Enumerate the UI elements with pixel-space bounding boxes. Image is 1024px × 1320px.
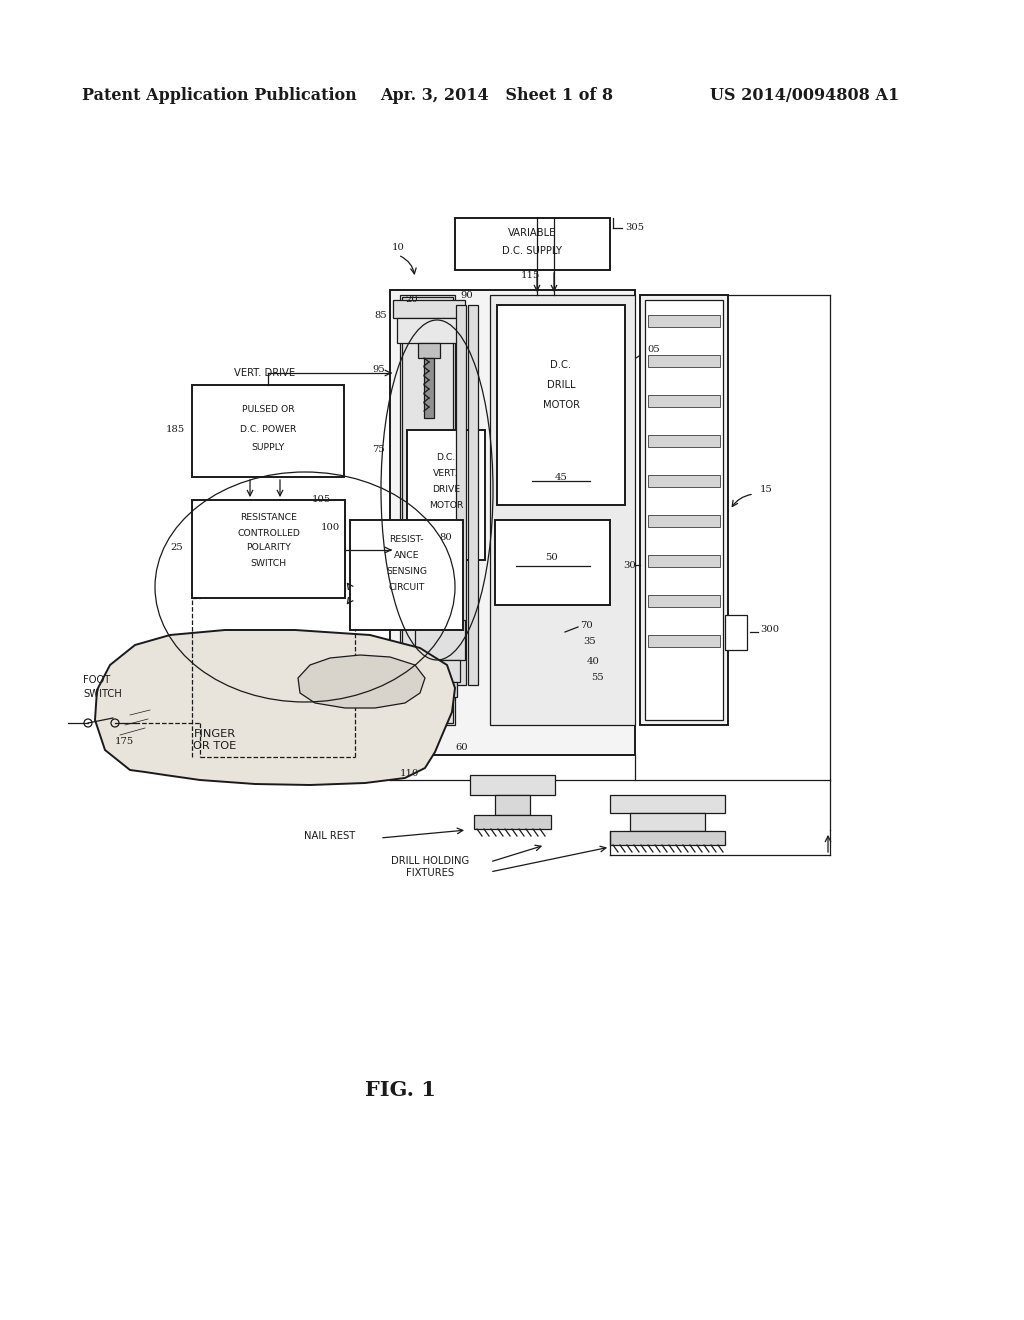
Bar [424, 358, 434, 418]
Text: FIG. 1: FIG. 1 [365, 1080, 435, 1100]
Text: 45: 45 [555, 473, 567, 482]
Text: D.C. SUPPLY: D.C. SUPPLY [503, 246, 562, 256]
Text: 105: 105 [312, 495, 331, 504]
Bar [648, 436, 720, 447]
Text: FINGER
OR TOE: FINGER OR TOE [194, 729, 237, 751]
Text: MOTOR: MOTOR [543, 400, 580, 411]
Bar [470, 775, 555, 795]
Bar [456, 305, 466, 685]
Text: ANCE: ANCE [394, 552, 419, 561]
Text: 70: 70 [580, 620, 593, 630]
Bar [407, 430, 485, 560]
Text: 75: 75 [373, 446, 385, 454]
Bar [390, 290, 635, 755]
Bar [418, 343, 440, 358]
Text: VERT. DRIVE: VERT. DRIVE [234, 368, 296, 378]
Bar [455, 218, 610, 271]
Text: DRILL: DRILL [547, 380, 575, 389]
Text: 15: 15 [760, 486, 773, 495]
Text: Patent Application Publication: Patent Application Publication [82, 87, 356, 103]
Text: 110: 110 [400, 768, 420, 777]
Text: 300: 300 [760, 626, 779, 635]
Bar [610, 832, 725, 845]
Text: US 2014/0094808 A1: US 2014/0094808 A1 [710, 87, 899, 103]
Text: 55: 55 [591, 673, 604, 682]
Bar [193, 385, 344, 477]
PathPatch shape [298, 655, 425, 708]
Bar [640, 294, 728, 725]
Text: D.C. POWER: D.C. POWER [240, 425, 296, 433]
Text: SWITCH: SWITCH [251, 558, 287, 568]
Text: MOTOR: MOTOR [429, 502, 463, 511]
Bar [725, 615, 746, 649]
Text: 90: 90 [460, 292, 473, 301]
Text: VERT.: VERT. [433, 470, 459, 479]
Bar [420, 660, 460, 682]
Text: 60: 60 [455, 743, 468, 752]
Bar [393, 300, 465, 318]
Bar [497, 305, 625, 506]
Text: CIRCUIT: CIRCUIT [388, 583, 425, 593]
Text: SENSING: SENSING [386, 568, 427, 577]
Text: PULSED OR: PULSED OR [242, 405, 294, 414]
Bar [648, 315, 720, 327]
Bar [648, 475, 720, 487]
Text: 115: 115 [520, 271, 540, 280]
Text: CONTROLLED: CONTROLLED [238, 528, 300, 537]
Bar [495, 795, 530, 814]
Bar [468, 305, 478, 685]
Text: 175: 175 [115, 738, 134, 747]
Text: 25: 25 [170, 544, 183, 553]
Bar [630, 813, 705, 832]
Text: 85: 85 [374, 310, 387, 319]
Text: Apr. 3, 2014   Sheet 1 of 8: Apr. 3, 2014 Sheet 1 of 8 [380, 87, 613, 103]
Bar [415, 620, 465, 660]
Text: 40: 40 [587, 657, 600, 667]
Bar [350, 520, 463, 630]
Bar [648, 635, 720, 647]
Text: POLARITY: POLARITY [246, 544, 291, 553]
Bar [193, 500, 345, 598]
Text: 80: 80 [439, 533, 453, 543]
Bar [402, 297, 453, 723]
Bar [648, 355, 720, 367]
Bar [645, 300, 723, 719]
Text: DRIVE: DRIVE [432, 486, 460, 495]
Bar [610, 795, 725, 813]
PathPatch shape [95, 630, 455, 785]
Bar [648, 395, 720, 407]
Text: SUPPLY: SUPPLY [251, 444, 285, 453]
Text: 100: 100 [321, 524, 340, 532]
Bar [474, 814, 551, 829]
Bar [400, 294, 455, 725]
Bar [648, 554, 720, 568]
Text: RESISTANCE: RESISTANCE [240, 513, 297, 523]
Bar [495, 520, 610, 605]
Text: 30: 30 [624, 561, 636, 569]
Text: VARIABLE: VARIABLE [508, 228, 557, 238]
Text: 10: 10 [391, 243, 404, 252]
Text: NAIL REST: NAIL REST [304, 832, 355, 841]
Bar [490, 294, 635, 725]
Text: 05: 05 [647, 346, 659, 355]
Text: RESIST-: RESIST- [389, 536, 424, 544]
Text: 50: 50 [546, 553, 558, 562]
Text: D.C.: D.C. [551, 360, 571, 370]
Text: 95: 95 [373, 366, 385, 375]
Bar [648, 515, 720, 527]
Text: 20: 20 [406, 296, 418, 305]
Bar [423, 682, 457, 697]
Bar [397, 318, 462, 343]
Text: SWITCH: SWITCH [83, 689, 122, 700]
Text: 185: 185 [166, 425, 185, 434]
Text: D.C.: D.C. [436, 454, 456, 462]
Text: 35: 35 [583, 638, 596, 647]
Text: DRILL HOLDING
FIXTURES: DRILL HOLDING FIXTURES [391, 857, 469, 878]
Text: FOOT: FOOT [83, 675, 111, 685]
Text: 305: 305 [625, 223, 644, 232]
Bar [648, 595, 720, 607]
